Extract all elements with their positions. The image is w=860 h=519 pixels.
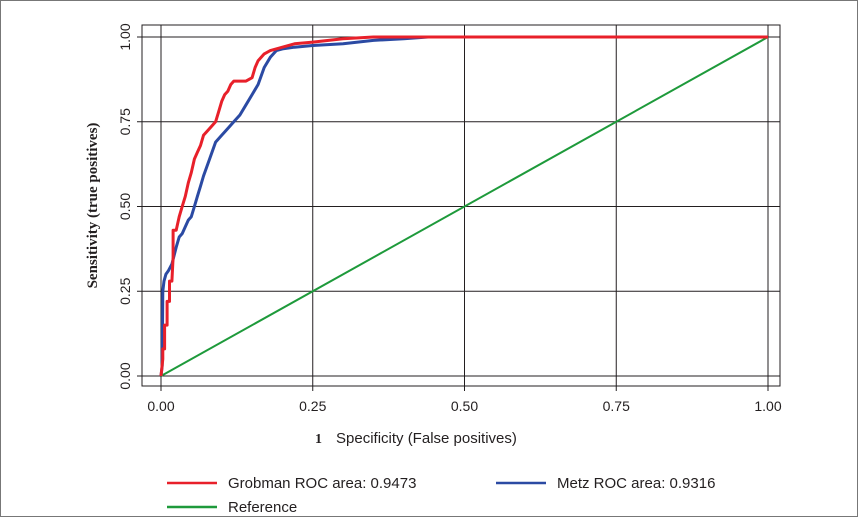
legend: Grobman ROC area: 0.9473 Metz ROC area: 0… — [167, 475, 715, 516]
legend-label-grobman: Grobman ROC area: 0.9473 — [228, 475, 416, 492]
x-axis-label: Specificity (False positives) — [336, 430, 517, 447]
plot-area-border — [141, 24, 781, 387]
y-axis-label: Sensitivity (true positives) — [85, 123, 101, 289]
x-tick-label: 0.00 — [147, 398, 174, 414]
x-tick-label: 0.75 — [603, 398, 630, 414]
grid-lines — [142, 25, 780, 386]
x-tick-label: 0.25 — [299, 398, 326, 414]
y-tick-label: 0.75 — [117, 108, 133, 135]
y-tick-label: 1.00 — [117, 23, 133, 50]
y-tick-label: 0.00 — [117, 362, 133, 389]
y-tick-label: 0.25 — [117, 277, 133, 304]
x-tick-label: 1.00 — [754, 398, 781, 414]
x-tick-label: 0.50 — [451, 398, 478, 414]
series-layer — [159, 35, 769, 377]
grobman-series-line — [159, 35, 768, 377]
reference-series-line — [160, 36, 769, 377]
x-axis-ticks: 0.00 0.25 0.50 0.75 1.00 — [147, 386, 782, 414]
legend-label-metz: Metz ROC area: 0.9316 — [557, 475, 715, 492]
legend-label-reference: Reference — [228, 499, 297, 516]
y-axis-ticks: 0.00 0.25 0.50 0.75 1.00 — [117, 23, 142, 390]
figure-number: 1 — [315, 432, 322, 447]
y-tick-label: 0.50 — [117, 193, 133, 220]
